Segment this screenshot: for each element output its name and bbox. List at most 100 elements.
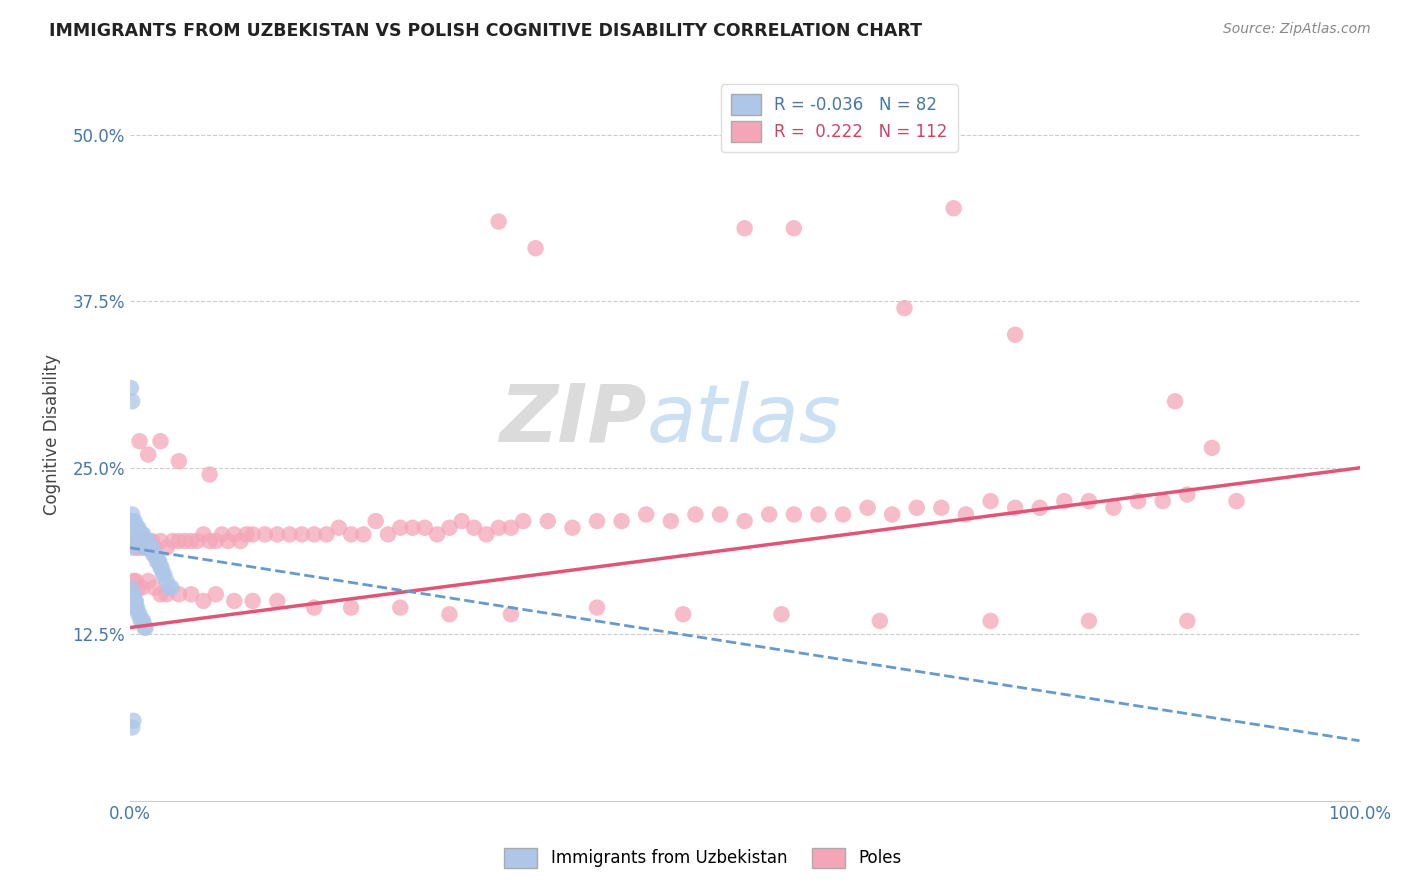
Point — [1029, 500, 1052, 515]
Point — [135, 534, 157, 549]
Point — [315, 527, 337, 541]
Point — [143, 541, 166, 555]
Point — [1225, 494, 1247, 508]
Point — [125, 541, 148, 555]
Point — [124, 600, 146, 615]
Point — [1004, 500, 1026, 515]
Point — [121, 720, 143, 734]
Point — [146, 554, 169, 568]
Point — [942, 202, 965, 216]
Point — [561, 521, 583, 535]
Point — [129, 527, 152, 541]
Point — [278, 527, 301, 541]
Text: atlas: atlas — [647, 381, 841, 458]
Point — [136, 541, 159, 555]
Point — [127, 534, 149, 549]
Point — [149, 587, 172, 601]
Point — [450, 514, 472, 528]
Point — [127, 521, 149, 535]
Point — [807, 508, 830, 522]
Point — [134, 541, 156, 555]
Point — [145, 547, 167, 561]
Point — [149, 560, 172, 574]
Point — [149, 534, 172, 549]
Text: IMMIGRANTS FROM UZBEKISTAN VS POLISH COGNITIVE DISABILITY CORRELATION CHART: IMMIGRANTS FROM UZBEKISTAN VS POLISH COG… — [49, 22, 922, 40]
Point — [524, 241, 547, 255]
Point — [124, 594, 146, 608]
Point — [709, 508, 731, 522]
Point — [131, 581, 153, 595]
Point — [340, 527, 363, 541]
Point — [136, 574, 159, 588]
Point — [856, 500, 879, 515]
Point — [153, 567, 176, 582]
Point — [120, 581, 142, 595]
Point — [1201, 441, 1223, 455]
Point — [125, 574, 148, 588]
Point — [129, 534, 152, 549]
Point — [141, 541, 163, 555]
Point — [122, 541, 145, 555]
Point — [302, 600, 325, 615]
Point — [136, 534, 159, 549]
Point — [155, 587, 177, 601]
Point — [162, 534, 184, 549]
Point — [127, 527, 149, 541]
Point — [125, 534, 148, 549]
Point — [128, 534, 150, 549]
Point — [143, 547, 166, 561]
Point — [426, 527, 449, 541]
Y-axis label: Cognitive Disability: Cognitive Disability — [44, 354, 60, 515]
Point — [931, 500, 953, 515]
Point — [152, 567, 174, 582]
Point — [488, 521, 510, 535]
Point — [142, 547, 165, 561]
Point — [141, 534, 163, 549]
Point — [138, 541, 160, 555]
Point — [869, 614, 891, 628]
Point — [537, 514, 560, 528]
Point — [131, 527, 153, 541]
Point — [127, 521, 149, 535]
Point — [155, 541, 177, 555]
Point — [127, 581, 149, 595]
Point — [128, 541, 150, 555]
Point — [783, 221, 806, 235]
Point — [143, 581, 166, 595]
Point — [439, 521, 461, 535]
Point — [121, 594, 143, 608]
Point — [636, 508, 658, 522]
Point — [217, 534, 239, 549]
Point — [132, 527, 155, 541]
Point — [352, 527, 374, 541]
Point — [124, 514, 146, 528]
Point — [148, 554, 170, 568]
Legend: Immigrants from Uzbekistan, Poles: Immigrants from Uzbekistan, Poles — [498, 841, 908, 875]
Point — [136, 448, 159, 462]
Point — [131, 534, 153, 549]
Point — [1164, 394, 1187, 409]
Point — [499, 521, 522, 535]
Point — [1053, 494, 1076, 508]
Point — [150, 560, 173, 574]
Point — [124, 534, 146, 549]
Point — [136, 534, 159, 549]
Point — [167, 587, 190, 601]
Point — [121, 527, 143, 541]
Point — [121, 521, 143, 535]
Point — [127, 534, 149, 549]
Point — [302, 527, 325, 541]
Point — [770, 607, 793, 622]
Point — [235, 527, 257, 541]
Point — [122, 594, 145, 608]
Point — [139, 541, 162, 555]
Point — [160, 581, 183, 595]
Point — [127, 600, 149, 615]
Point — [413, 521, 436, 535]
Point — [157, 581, 180, 595]
Point — [204, 534, 226, 549]
Point — [377, 527, 399, 541]
Point — [1175, 614, 1198, 628]
Point — [134, 534, 156, 549]
Point — [610, 514, 633, 528]
